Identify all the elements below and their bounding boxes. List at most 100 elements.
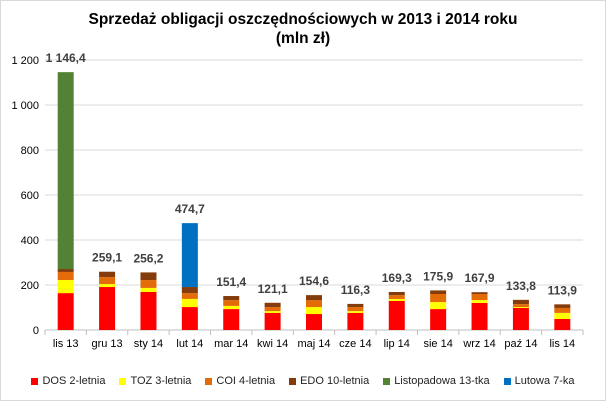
x-tick-label: kwi 14: [257, 338, 288, 350]
bar-segment-dos-2-letnia: [347, 312, 364, 330]
bar-segment-coi-4-letnia: [430, 294, 447, 303]
bar-segment-toz-3-letnia: [99, 284, 116, 288]
legend-swatch: [289, 377, 297, 385]
bar-segment-edo-10-letnia: [181, 287, 198, 294]
bar-segment-dos-2-letnia: [430, 309, 447, 330]
bar-segment-edo-10-letnia: [223, 296, 240, 301]
x-tick-label: lut 14: [176, 338, 203, 350]
legend: DOS 2-letnia TOZ 3-letnia COI 4-letnia EDO …: [1, 375, 605, 387]
legend-label: Listopadowa 13-tka: [394, 375, 490, 387]
bar-segment-coi-4-letnia: [471, 294, 488, 301]
bar-segment-coi-4-letnia: [554, 307, 571, 313]
title-line: Sprzedaż obligacji oszczędnościowych w 2…: [88, 11, 518, 28]
total-label: 154,6: [299, 274, 329, 288]
bar-segment-toz-3-letnia: [347, 311, 364, 313]
bar-segment-toz-3-letnia: [388, 298, 405, 301]
y-tick-label: 600: [21, 190, 39, 202]
bar-segment-edo-10-letnia: [512, 299, 529, 305]
x-tick-label: maj 14: [297, 338, 330, 350]
y-tick-label: 1 200: [11, 55, 39, 67]
bar-segment-toz-3-letnia: [181, 298, 198, 308]
bar-segment-toz-3-letnia: [264, 311, 281, 313]
x-tick-label: wrz 14: [462, 338, 495, 350]
legend-swatch: [503, 377, 511, 385]
y-tick-label: 1 000: [11, 100, 39, 112]
bar-segment-dos-2-letnia: [554, 318, 571, 330]
bar-segment-dos-2-letnia: [388, 300, 405, 330]
x-tick-label: sty 14: [134, 338, 163, 350]
x-tick-label: mar 14: [214, 338, 248, 350]
legend-item: Lutowa 7-ka: [503, 375, 575, 387]
bar-segment-edo-10-letnia: [99, 271, 116, 278]
bar-segment-coi-4-letnia: [140, 280, 157, 288]
bar-segment-dos-2-letnia: [264, 312, 281, 330]
total-label: 474,7: [175, 202, 205, 216]
bar-segment-dos-2-letnia: [512, 307, 529, 330]
bar-segment-edo-10-letnia: [140, 272, 157, 281]
total-label: 1 146,4: [46, 51, 86, 65]
legend-swatch: [205, 377, 213, 385]
total-label: 121,1: [258, 282, 288, 296]
chart-title: Sprzedaż obligacji oszczędnościowych w 2…: [1, 10, 605, 48]
bar-segment-toz-3-letnia: [554, 312, 571, 319]
bar-segment-dos-2-letnia: [306, 314, 322, 330]
bar-segment-edo-10-letnia: [430, 290, 447, 294]
x-tick-label: cze 14: [339, 338, 371, 350]
x-tick-label: sie 14: [423, 338, 452, 350]
bar-segment-edo-10-letnia: [57, 269, 74, 272]
bar-segment-toz-3-letnia: [140, 287, 157, 292]
legend-swatch: [31, 377, 39, 385]
bar-segment-coi-4-letnia: [306, 300, 322, 308]
x-tick-label: gru 13: [91, 338, 122, 350]
bar-segment-coi-4-letnia: [388, 295, 405, 299]
bar-segment-dos-2-letnia: [223, 309, 240, 330]
bar-segment-coi-4-letnia: [99, 277, 116, 285]
x-tick-label: lis 13: [53, 338, 79, 350]
bar-segment-toz-3-letnia: [57, 280, 74, 294]
bar-segment-coi-4-letnia: [264, 307, 281, 312]
bar-segment-toz-3-letnia: [512, 307, 529, 308]
total-label: 133,8: [506, 279, 536, 293]
bar-segment-coi-4-letnia: [512, 304, 529, 308]
total-label: 113,9: [548, 283, 578, 297]
bar-segment-coi-4-letnia: [223, 300, 240, 306]
legend-label: COI 4-letnia: [216, 375, 276, 387]
legend-item: EDO 10-letnia: [289, 375, 369, 387]
bar-segment-coi-4-letnia: [57, 271, 74, 281]
legend-item: COI 4-letnia: [205, 375, 275, 387]
total-label: 256,2: [133, 251, 163, 265]
bar-segment-dos-2-letnia: [140, 291, 157, 330]
total-label: 259,1: [92, 251, 122, 265]
bar-segment-toz-3-letnia: [223, 305, 240, 310]
total-label: 175,9: [423, 269, 453, 283]
legend-label: EDO 10-letnia: [300, 375, 370, 387]
legend-item: TOZ 3-letnia: [119, 375, 191, 387]
bar-segment-edo-10-letnia: [264, 302, 281, 308]
legend-swatch: [119, 377, 127, 385]
subtitle-line: (mln zł): [275, 30, 331, 47]
legend-label: Lutowa 7-ka: [514, 375, 575, 387]
bar-segment-toz-3-letnia: [306, 307, 322, 315]
legend-swatch: [383, 377, 391, 385]
bar-segment-coi-4-letnia: [181, 293, 198, 299]
x-tick-label: lip 14: [384, 338, 410, 350]
x-tick-label: lis 14: [549, 338, 575, 350]
total-label: 151,4: [216, 275, 246, 289]
bar-segment-coi-4-letnia: [347, 307, 364, 312]
bar-segment-lutowa-7-ka: [181, 223, 198, 288]
legend-item: Listopadowa 13-tka: [383, 375, 490, 387]
bar-segment-edo-10-letnia: [471, 292, 488, 294]
legend-label: TOZ 3-letnia: [130, 375, 192, 387]
bar-segment-listopadowa-13-tka: [57, 72, 74, 270]
total-label: 169,3: [382, 271, 412, 285]
total-label: 167,9: [465, 271, 495, 285]
bar-segment-toz-3-letnia: [430, 302, 447, 310]
y-tick-label: 0: [33, 325, 39, 337]
x-tick-label: paź 14: [504, 338, 537, 350]
bar-segment-edo-10-letnia: [347, 303, 364, 308]
bar-segment-edo-10-letnia: [306, 295, 322, 301]
legend-item: DOS 2-letnia: [31, 375, 105, 387]
bar-segment-edo-10-letnia: [388, 291, 405, 296]
